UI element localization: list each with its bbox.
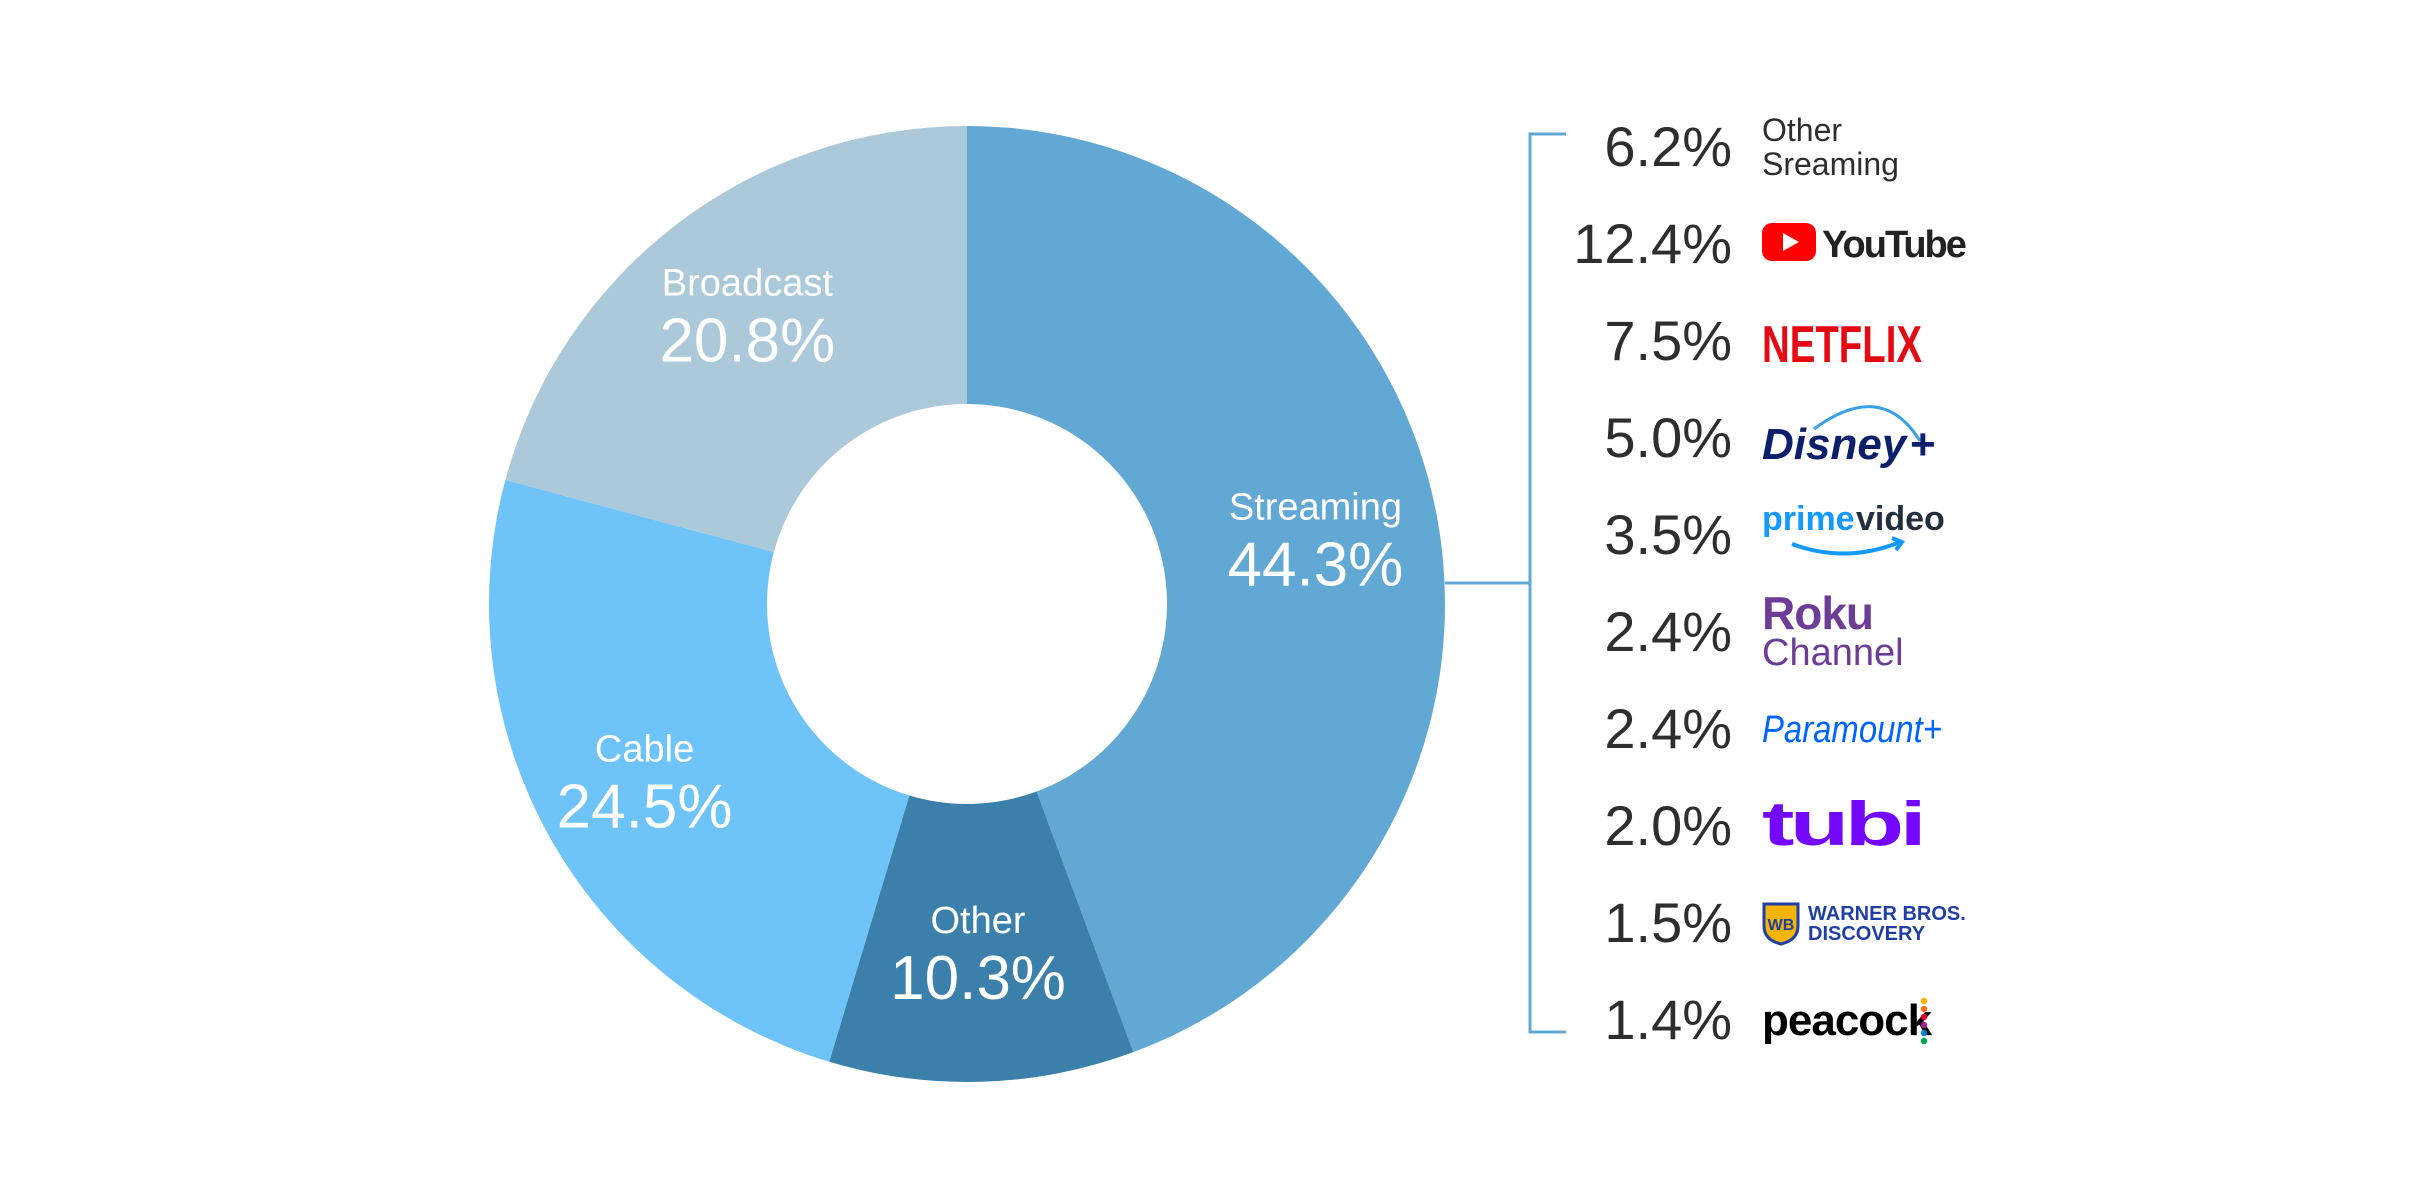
breakdown-row-paramount: 2.4% Paramount+ <box>1604 697 1942 760</box>
svg-text:Roku: Roku <box>1762 587 1873 639</box>
svg-text:+: + <box>1910 420 1936 469</box>
svg-text:peacock: peacock <box>1762 996 1933 1045</box>
slice-other <box>829 791 1134 1083</box>
breakdown-row-youtube: 12.4% YouTube <box>1573 212 1968 275</box>
breakdown-value: 2.4% <box>1604 600 1732 663</box>
netflix-logo: NETFLIX <box>1762 316 1922 374</box>
svg-text:Disney: Disney <box>1762 420 1909 469</box>
peacock-logo: peacock <box>1762 996 1934 1045</box>
svg-text:video: video <box>1856 500 1945 538</box>
slice-name: Broadcast <box>662 263 834 305</box>
breakdown-row-warner-bros-discovery: 1.5% WB WARNER BROS.DISCOVERY <box>1604 891 1965 954</box>
breakdown-value: 12.4% <box>1573 212 1732 275</box>
breakdown-value: 3.5% <box>1604 503 1732 566</box>
breakdown-row-peacock: 1.4% peacock <box>1604 988 1934 1051</box>
svg-text:NETFLIX: NETFLIX <box>1762 316 1922 374</box>
breakdown-row-tubi: 2.0% tubi <box>1604 790 1925 859</box>
breakdown-value: 5.0% <box>1604 406 1732 469</box>
youtube-logo: YouTube <box>1762 223 1968 266</box>
breakdown-row-netflix: 7.5% NETFLIX <box>1604 309 1922 374</box>
prime-smile-icon <box>1791 540 1901 556</box>
breakdown-value: 1.4% <box>1604 988 1732 1051</box>
tubi-logo: tubi <box>1762 790 1925 859</box>
breakdown-value: 2.4% <box>1604 697 1732 760</box>
svg-text:WB: WB <box>1768 917 1795 934</box>
svg-text:DISCOVERY: DISCOVERY <box>1808 923 1926 945</box>
slice-value: 24.5% <box>557 772 733 841</box>
prime-video-logo: prime video <box>1762 500 1945 556</box>
breakdown-value: 2.0% <box>1604 794 1732 857</box>
svg-text:tubi: tubi <box>1762 790 1922 859</box>
warner-bros-discovery-logo: WB WARNER BROS.DISCOVERY <box>1762 902 1966 946</box>
slice-streaming <box>967 126 1446 1053</box>
disney-plus-logo: Disney + <box>1762 405 1936 469</box>
slice-value: 44.3% <box>1228 530 1404 599</box>
svg-text:Channel: Channel <box>1762 632 1904 674</box>
slice-cable <box>489 479 910 1062</box>
disney-arc <box>1813 405 1922 442</box>
svg-text:YouTube: YouTube <box>1822 224 1966 266</box>
slice-broadcast <box>505 126 967 553</box>
breakdown-value: 1.5% <box>1604 891 1732 954</box>
slice-name: Streaming <box>1229 486 1402 528</box>
wb-shield-icon <box>1762 902 1800 946</box>
slice-name: Other <box>931 900 1026 942</box>
svg-text:Sreaming: Sreaming <box>1762 146 1899 182</box>
breakdown-bracket <box>1445 132 1566 1034</box>
breakdown-row-prime-video: 3.5% prime video <box>1604 500 1944 566</box>
svg-text:prime: prime <box>1762 500 1855 538</box>
slice-value: 20.8% <box>659 307 835 376</box>
breakdown-row-disney: 5.0% Disney + <box>1604 405 1936 469</box>
bracket-line <box>1528 132 1566 1034</box>
svg-text:WARNER BROS.: WARNER BROS. <box>1808 903 1966 925</box>
breakdown-value: 6.2% <box>1604 115 1732 178</box>
slice-name: Cable <box>595 728 694 770</box>
svg-text:Other: Other <box>1762 112 1842 148</box>
breakdown-value: 7.5% <box>1604 309 1732 372</box>
slice-value: 10.3% <box>890 944 1066 1013</box>
paramount-plus-logo: Paramount+ <box>1762 709 1942 751</box>
donut-chart <box>489 126 1446 1083</box>
svg-text:Paramount+: Paramount+ <box>1762 709 1942 751</box>
